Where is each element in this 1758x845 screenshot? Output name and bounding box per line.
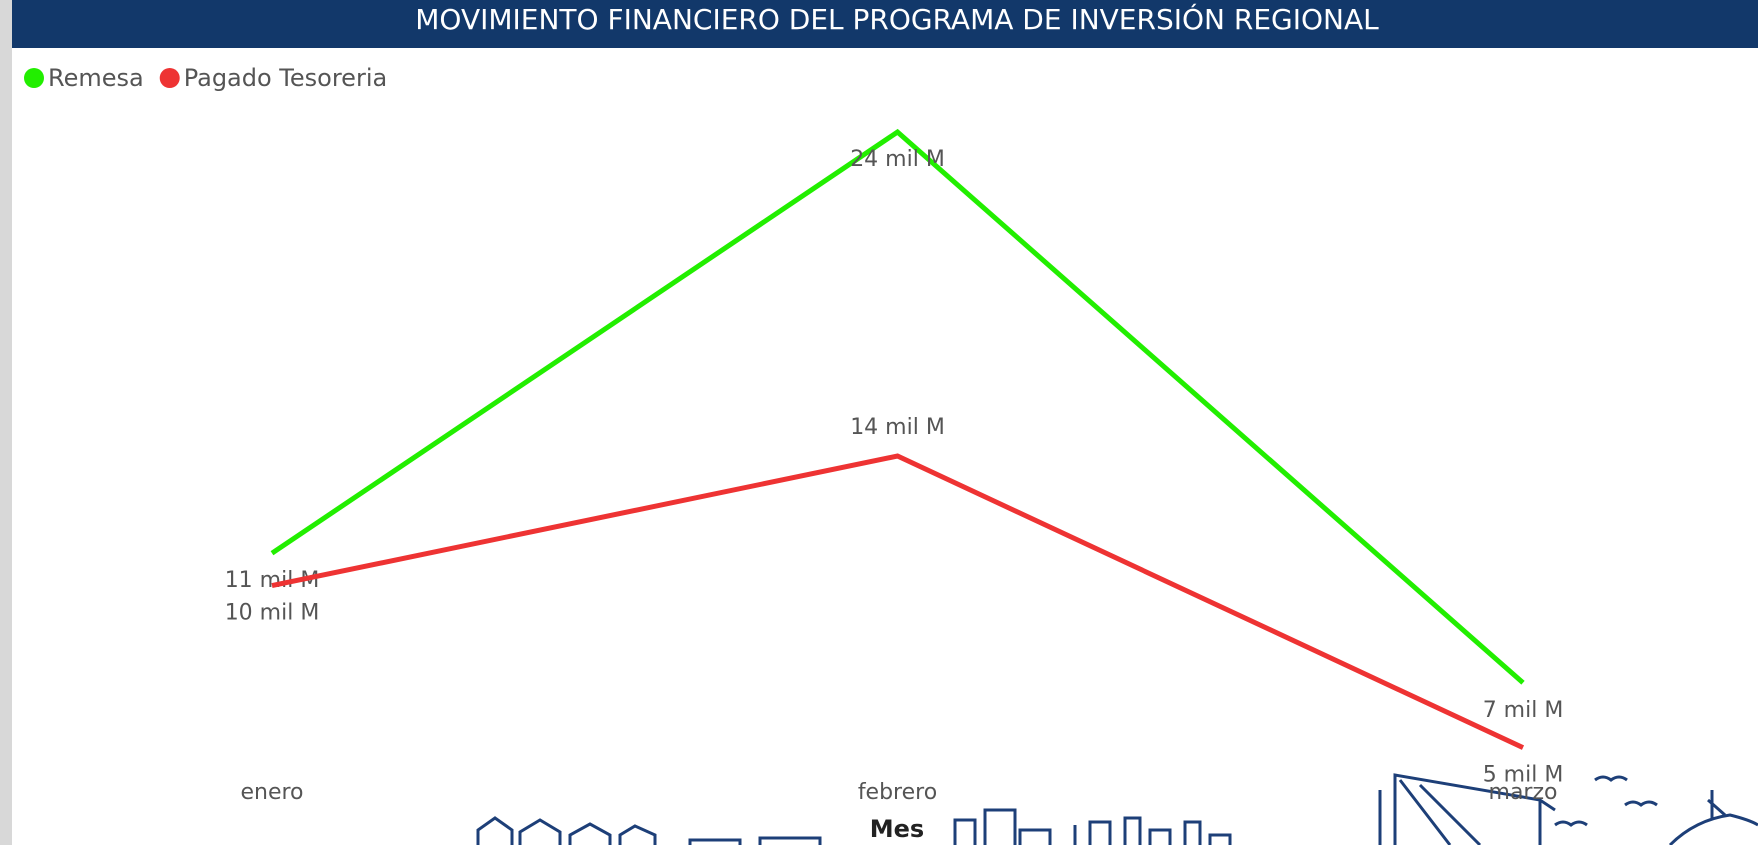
chart-title: MOVIMIENTO FINANCIERO DEL PROGRAMA DE IN… <box>415 2 1379 36</box>
legend-label: Pagado Tesoreria <box>184 64 387 92</box>
title-bar <box>12 0 1758 48</box>
x-tick-label: enero <box>240 780 303 805</box>
legend-label: Remesa <box>48 64 144 92</box>
legend-marker <box>24 68 44 88</box>
x-tick-label: marzo <box>1489 780 1558 805</box>
x-axis-title: Mes <box>870 815 924 843</box>
data-label: 5 mil M <box>1483 763 1564 788</box>
data-label: 14 mil M <box>850 415 945 440</box>
series-line <box>271 453 1525 750</box>
data-label: 24 mil M <box>850 147 945 172</box>
skyline <box>476 773 1758 845</box>
x-tick-label: febrero <box>858 780 937 805</box>
data-label: 7 mil M <box>1483 698 1564 723</box>
series-line <box>270 128 1525 685</box>
side-strip <box>0 0 12 845</box>
data-label: 10 mil M <box>225 601 320 626</box>
legend: Remesa Pagado Tesoreria <box>24 64 387 92</box>
legend-marker <box>159 68 180 88</box>
